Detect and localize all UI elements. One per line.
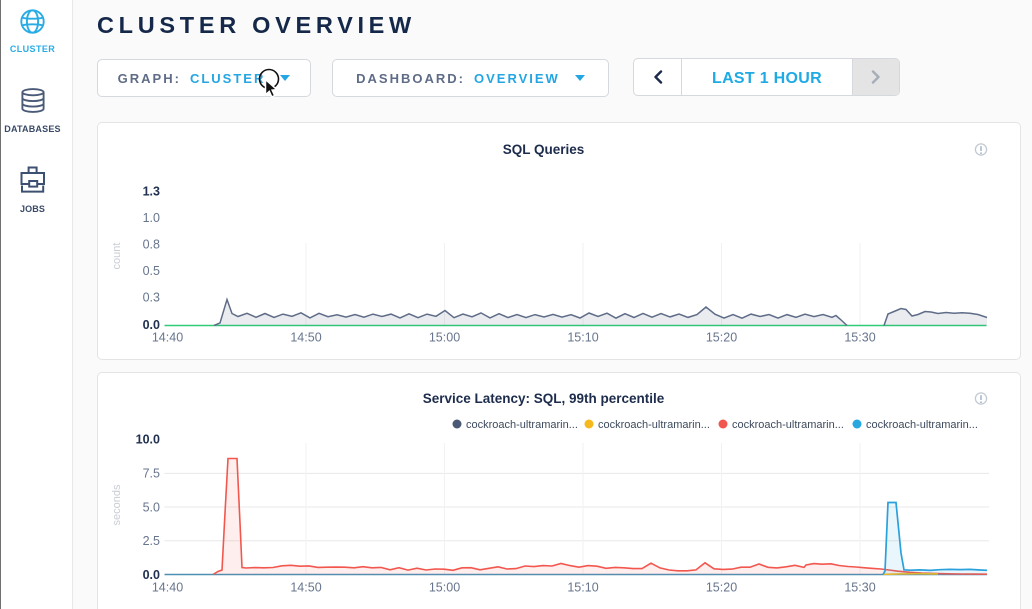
svg-text:2.5: 2.5 [143,534,160,548]
svg-text:0.8: 0.8 [143,238,160,252]
svg-text:15:10: 15:10 [567,331,598,345]
svg-text:Service Latency: SQL, 99th per: Service Latency: SQL, 99th percentile [423,391,665,406]
svg-text:15:00: 15:00 [429,581,460,595]
svg-text:1.3: 1.3 [143,185,160,199]
svg-text:cockroach-ultramarin...: cockroach-ultramarin... [598,419,710,431]
svg-text:0.5: 0.5 [143,264,160,278]
svg-text:15:30: 15:30 [844,581,875,595]
svg-text:cockroach-ultramarin...: cockroach-ultramarin... [732,419,844,431]
svg-text:0.0: 0.0 [143,568,160,582]
svg-text:14:50: 14:50 [290,331,321,345]
svg-text:SQL Queries: SQL Queries [503,142,585,157]
svg-text:0.0: 0.0 [143,318,160,332]
svg-text:15:20: 15:20 [706,331,737,345]
svg-text:14:40: 14:40 [152,581,183,595]
svg-text:15:20: 15:20 [706,581,737,595]
svg-text:5.0: 5.0 [143,501,160,515]
svg-text:15:30: 15:30 [844,331,875,345]
svg-text:14:50: 14:50 [290,581,321,595]
svg-text:10.0: 10.0 [136,433,160,447]
svg-text:15:00: 15:00 [429,331,460,345]
svg-text:cockroach-ultramarin...: cockroach-ultramarin... [466,419,578,431]
svg-text:0.3: 0.3 [143,291,160,305]
svg-text:count: count [111,243,123,270]
svg-text:15:10: 15:10 [567,581,598,595]
svg-text:cockroach-ultramarin...: cockroach-ultramarin... [866,419,978,431]
svg-text:14:40: 14:40 [152,331,183,345]
svg-text:seconds: seconds [111,484,123,525]
svg-text:7.5: 7.5 [143,467,160,481]
svg-text:1.0: 1.0 [143,211,160,225]
